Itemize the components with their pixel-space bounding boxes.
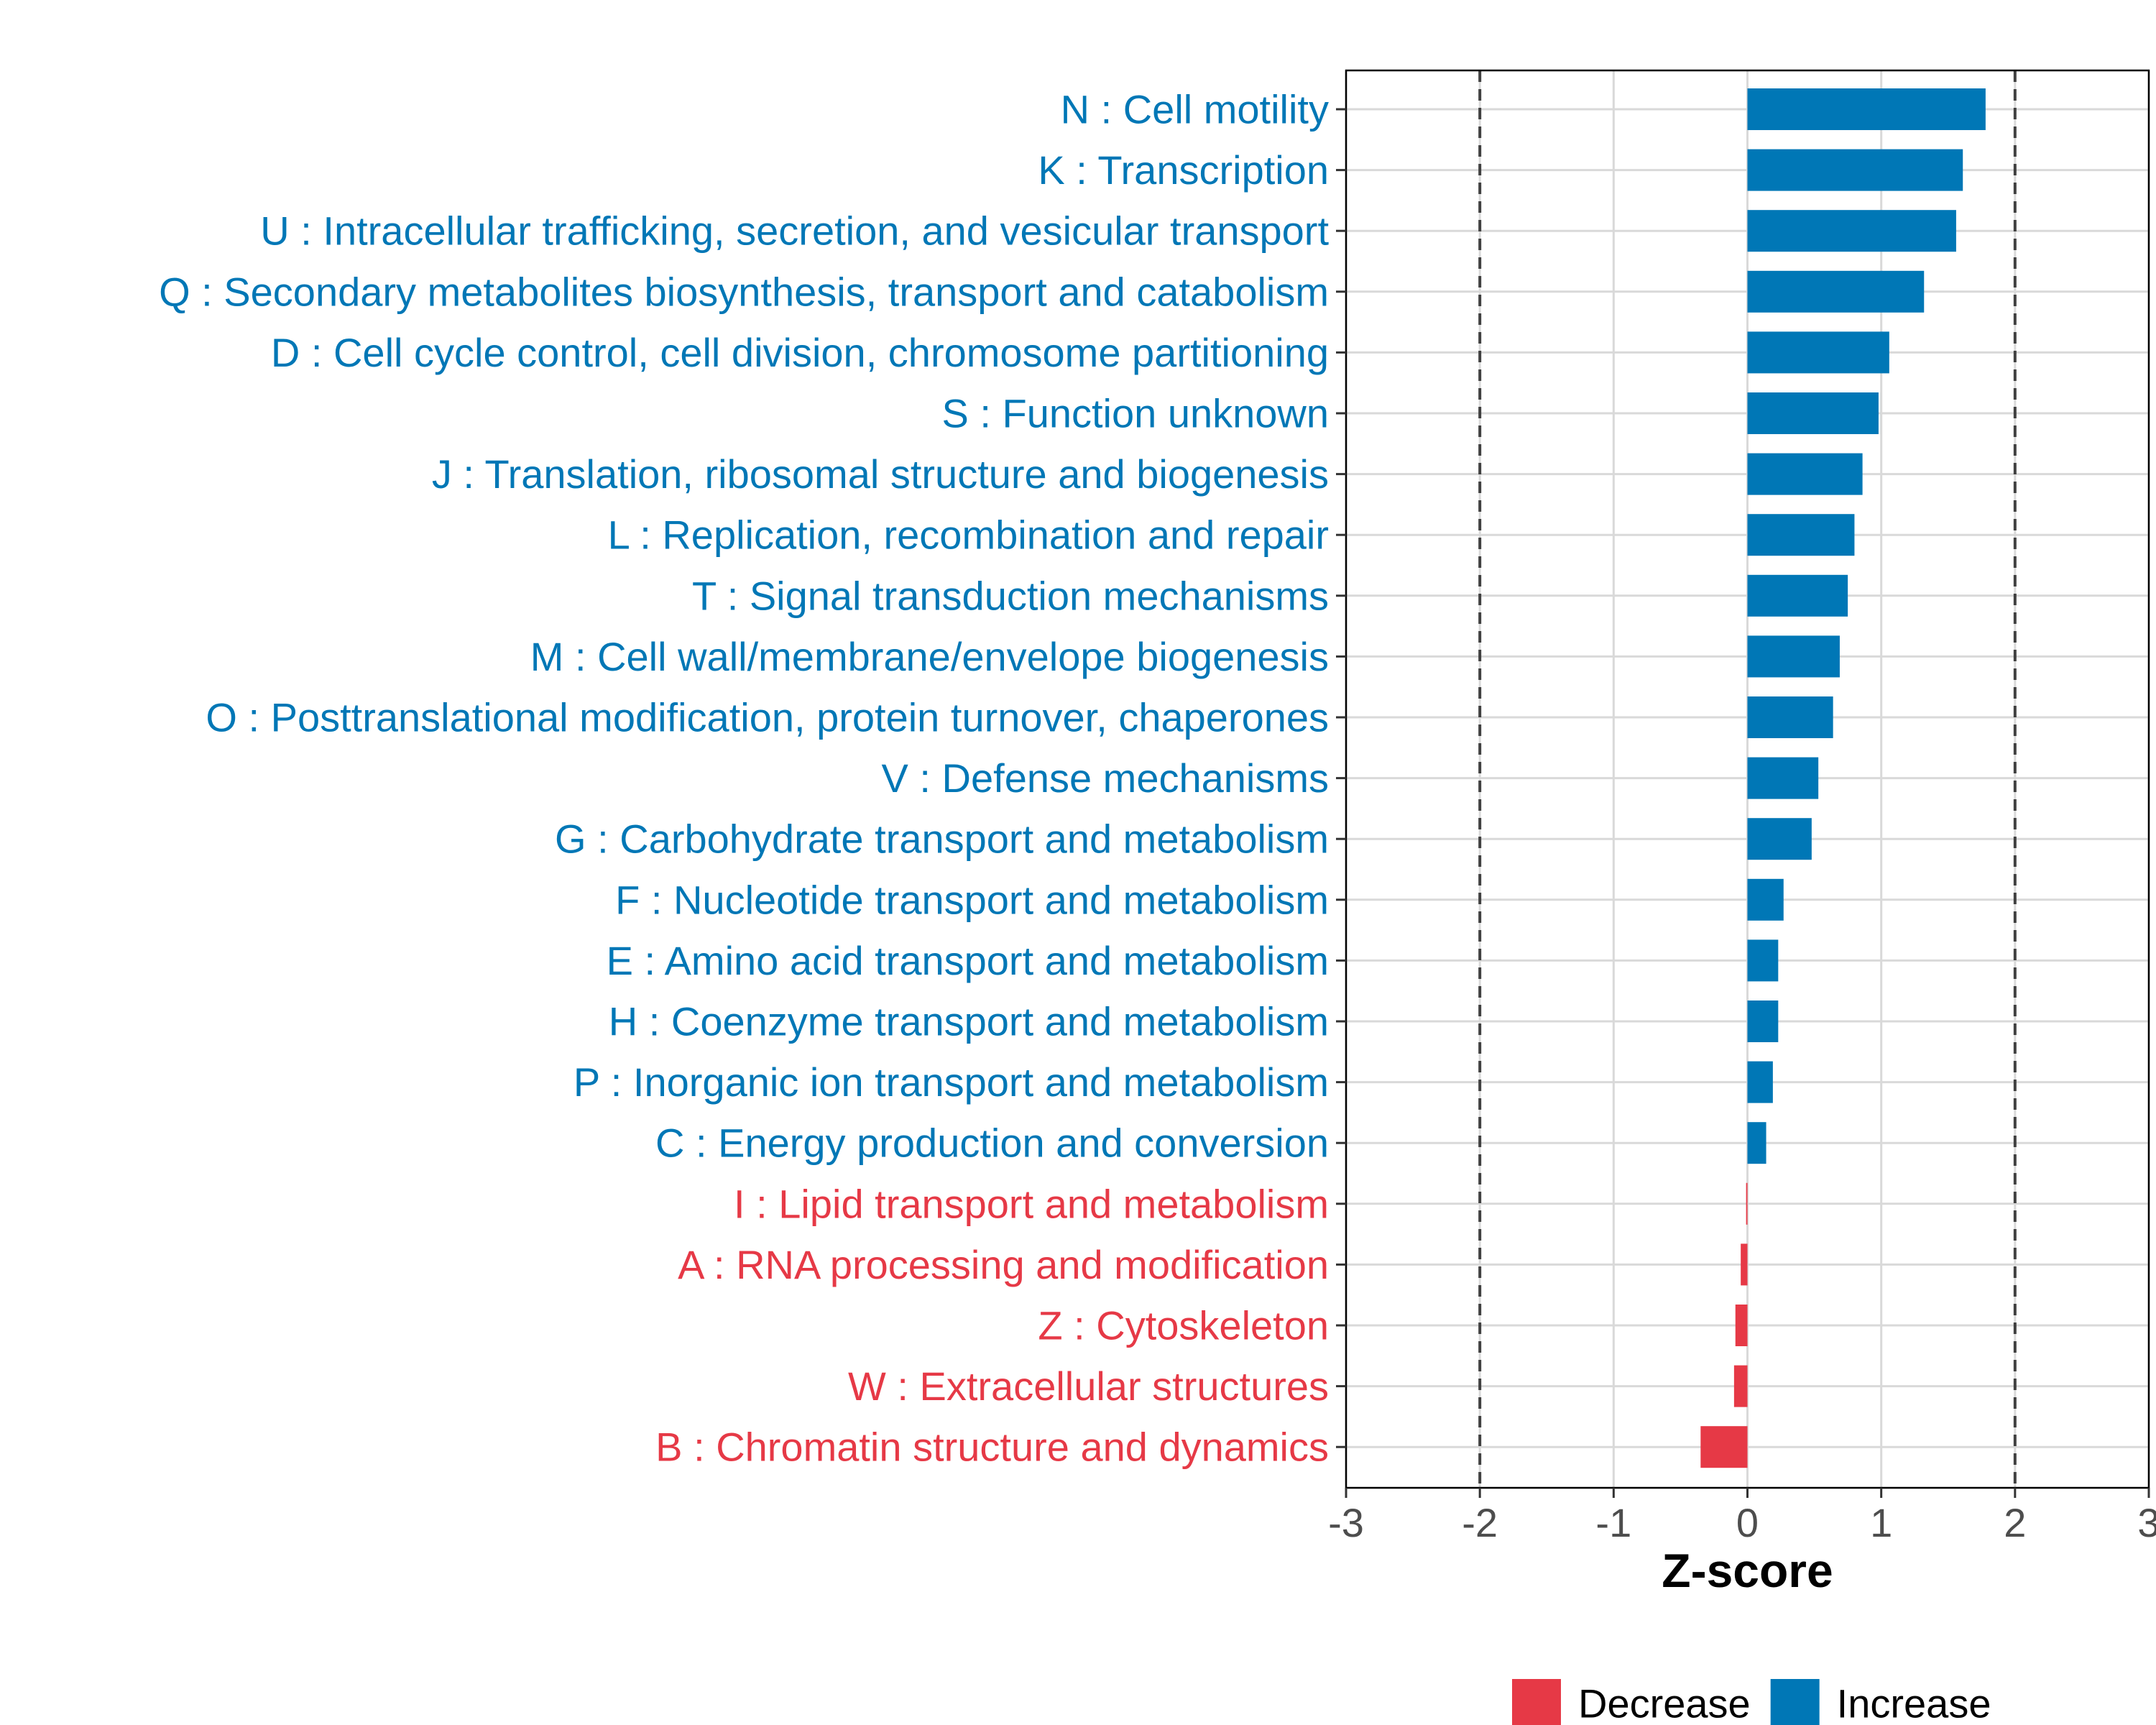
bar bbox=[1747, 1122, 1766, 1164]
bar bbox=[1733, 1365, 1748, 1407]
category-label: Q : Secondary metabolites biosynthesis, … bbox=[159, 269, 1329, 314]
bar bbox=[1747, 514, 1855, 556]
category-labels: N : Cell motility K : Transcription U : In… bbox=[159, 87, 1329, 1470]
category-label: G : Carbohydrate transport and metabolis… bbox=[555, 816, 1329, 862]
bar bbox=[1747, 939, 1779, 982]
bar bbox=[1700, 1426, 1748, 1468]
category-label: J : Translation, ribosomal structure and… bbox=[432, 451, 1329, 497]
bars bbox=[1700, 88, 1986, 1468]
bar bbox=[1747, 149, 1963, 191]
legend-label: Decrease bbox=[1578, 1681, 1751, 1725]
category-label: P : Inorganic ion transport and metaboli… bbox=[573, 1059, 1329, 1105]
legend: Decrease Increase bbox=[1512, 1679, 1991, 1725]
category-label: W : Extracellular structures bbox=[848, 1363, 1329, 1409]
bar bbox=[1747, 1000, 1779, 1042]
category-label: H : Coenzyme transport and metabolism bbox=[609, 999, 1329, 1044]
category-label: D : Cell cycle control, cell division, c… bbox=[271, 330, 1329, 375]
category-label: Z : Cytoskeleton bbox=[1038, 1303, 1329, 1348]
category-label: V : Defense mechanisms bbox=[882, 755, 1329, 801]
category-label: B : Chromatin structure and dynamics bbox=[655, 1425, 1329, 1470]
category-label: T : Signal transduction mechanisms bbox=[692, 573, 1329, 618]
x-tick-label: -1 bbox=[1595, 1500, 1631, 1545]
category-label: U : Intracellular trafficking, secretion… bbox=[260, 208, 1329, 254]
category-label: M : Cell wall/membrane/envelope biogenes… bbox=[530, 634, 1329, 679]
category-label: K : Transcription bbox=[1038, 147, 1329, 193]
category-label: O : Posttranslational modification, prot… bbox=[206, 695, 1329, 740]
bar bbox=[1747, 392, 1879, 434]
category-label: S : Function unknown bbox=[941, 391, 1329, 436]
x-tick-label: 0 bbox=[1736, 1500, 1759, 1545]
x-axis-title: Z-score bbox=[1662, 1544, 1833, 1597]
category-label: E : Amino acid transport and metabolism bbox=[607, 938, 1329, 983]
bar bbox=[1741, 1243, 1748, 1286]
bar bbox=[1747, 453, 1863, 495]
x-tick-label: 1 bbox=[1870, 1500, 1892, 1545]
category-label: N : Cell motility bbox=[1061, 87, 1329, 132]
reference-lines bbox=[1478, 70, 2017, 1488]
x-tick-label: 2 bbox=[2004, 1500, 2026, 1545]
bar bbox=[1747, 88, 1986, 130]
bar bbox=[1747, 635, 1840, 678]
category-label: I : Lipid transport and metabolism bbox=[734, 1181, 1329, 1226]
bar bbox=[1747, 757, 1819, 799]
legend-swatch bbox=[1770, 1679, 1820, 1725]
bar bbox=[1735, 1305, 1748, 1346]
legend-swatch bbox=[1512, 1679, 1561, 1725]
bar bbox=[1747, 210, 1956, 252]
category-label: A : RNA processing and modification bbox=[678, 1242, 1329, 1287]
x-tick-label: -2 bbox=[1462, 1500, 1498, 1545]
y-axis-ticks bbox=[1336, 108, 1346, 1448]
bar bbox=[1747, 696, 1833, 738]
bar bbox=[1747, 818, 1812, 860]
bar bbox=[1747, 331, 1889, 374]
category-label: L : Replication, recombination and repai… bbox=[608, 512, 1329, 558]
bar bbox=[1747, 878, 1784, 921]
x-axis: -3 -2 -1 0 1 2 3 bbox=[1328, 1488, 2156, 1545]
category-label: F : Nucleotide transport and metabolism bbox=[615, 877, 1329, 922]
x-tick-label: 3 bbox=[2137, 1500, 2156, 1545]
bar bbox=[1747, 574, 1848, 617]
category-label: C : Energy production and conversion bbox=[655, 1121, 1329, 1166]
legend-label: Increase bbox=[1837, 1681, 1991, 1725]
bar bbox=[1747, 1061, 1773, 1103]
x-tick-label: -3 bbox=[1328, 1500, 1364, 1545]
bar bbox=[1747, 270, 1925, 313]
bar bbox=[1746, 1182, 1748, 1225]
